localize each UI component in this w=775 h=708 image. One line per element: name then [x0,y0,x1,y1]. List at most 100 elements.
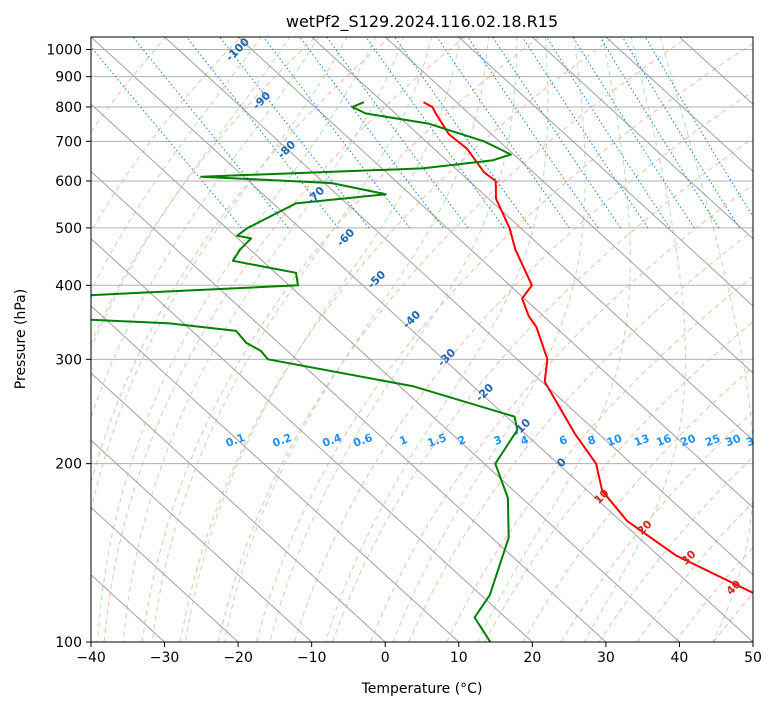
isotherm-line [91,37,753,642]
y-tick-label: 200 [55,457,82,473]
y-tick-label: 500 [55,221,82,237]
moist-adiabat-line [91,37,262,292]
mixing-ratio-line [326,37,469,229]
y-tick-label: 1000 [46,43,82,59]
moist-adiabat-line [122,37,405,642]
mixing-ratio-line [492,37,622,229]
isotherm-line [91,372,386,642]
dewpoint-profile-line [91,101,519,642]
mixing-ratio-label: 0.6 [351,431,374,450]
moist-adiabat-line [185,37,461,642]
mixing-ratio-label: 0.4 [321,431,344,450]
mixing-ratio-label: 6 [557,433,569,448]
x-tick-label: 0 [381,650,390,666]
dry-adiabat-line [294,90,753,642]
isotherm-line [531,37,753,240]
isotherm-line [605,37,753,173]
y-tick-label: 700 [55,134,82,150]
x-tick-label: 20 [523,650,541,666]
dry-adiabat-line [103,37,465,642]
mixing-ratio-line [599,37,720,229]
mixing-ratio-label: 8 [586,433,598,448]
mixing-ratio-label: 20 [679,432,698,450]
dry-adiabats [91,37,753,642]
dry-adiabat-line [179,37,614,642]
x-tick-label: 10 [450,650,468,666]
isotherm-line [164,37,753,576]
isotherm-line [237,37,753,509]
mixing-ratio-label: 16 [654,432,673,450]
mixing-ratio-line [522,37,649,229]
mixing-ratio-label: 3 [492,433,504,448]
mixing-ratio-line [467,37,599,229]
mixing-ratio-line [299,37,444,229]
y-tick-label: 100 [55,635,82,651]
y-axis-label: Pressure (hPa) [13,289,29,389]
isotherm-line [91,506,239,642]
mixing-ratio-line [436,37,570,229]
mixing-ratio-label: 2 [456,433,468,448]
moist-adiabat-line [97,37,376,642]
moist-adiabat-line [91,37,291,351]
mixing-ratio-label: 10 [605,432,624,450]
chart-title: wetPf2_S129.2024.116.02.18.R15 [286,12,558,32]
x-tick-label: −20 [223,650,253,666]
plot-area: -100-90-80-70-60-50-40-30-20-10010203040… [91,37,764,642]
mixing-ratio-label: 13 [632,432,651,449]
plot-frame [90,36,754,643]
moist-adiabat-line [392,37,586,642]
dry-adiabat-line [141,37,540,642]
mixing-ratio-line [219,37,370,229]
mixing-ratio-lines [91,37,753,229]
isotherm-line [91,439,313,642]
mixing-ratio-label: 4 [519,433,531,448]
moist-adiabat-line [324,37,549,642]
dry-adiabat-line [332,137,753,642]
dry-adiabat-line [217,37,689,642]
x-axis-label: Temperature (°C) [361,681,483,697]
mixing-ratio-line [132,37,289,229]
y-tick-label: 800 [55,100,82,116]
x-tick-label: −10 [297,650,327,666]
x-axis: −40 −30 −20 −10 0 10 20 30 40 50 [76,642,762,666]
x-tick-label: −30 [150,650,180,666]
mixing-ratio-label: 30 [724,432,743,450]
moist-adiabat-line [151,37,433,642]
mixing-ratio-line [644,37,753,218]
mixing-ratio-label: 36 [745,432,764,450]
mixing-ratio-line [622,37,740,229]
x-tick-label: 40 [671,650,689,666]
isobars [91,49,753,642]
moist-adiabat-line [91,37,348,514]
profile-lines [91,101,753,642]
mixing-ratio-label: 25 [703,432,722,449]
y-tick-label: 400 [55,278,82,294]
moist-adiabat-line [659,37,753,642]
isotherm-line [311,37,753,442]
isotherms [91,37,753,642]
y-axis: 100 200 300 400 500 600 700 800 900 1000 [46,43,91,651]
y-tick-label: 900 [55,70,82,86]
dry-adiabat-line [484,321,753,642]
mixing-ratio-label: 0.2 [271,431,294,450]
isotherm-line [91,170,607,642]
y-tick-label: 600 [55,174,82,190]
isotherm-line [91,305,460,642]
isotherm-line [91,103,680,642]
y-tick-label: 300 [55,352,82,368]
dry-adiabat-line [446,275,753,642]
isotherm-line [384,37,753,374]
temperature-profile-line [423,101,753,594]
dry-adiabat-line [91,37,167,133]
mixing-ratio-line [186,37,339,229]
x-tick-label: 30 [597,650,615,666]
mixing-ratio-label: 0.1 [224,431,247,450]
dry-adiabat-line [255,42,753,642]
isotherm-line [458,37,753,307]
mixing-ratio-label: 1 [398,433,410,448]
isotherm-line [91,237,533,642]
dry-adiabat-line [91,37,391,485]
mixing-ratio-line [91,46,242,229]
